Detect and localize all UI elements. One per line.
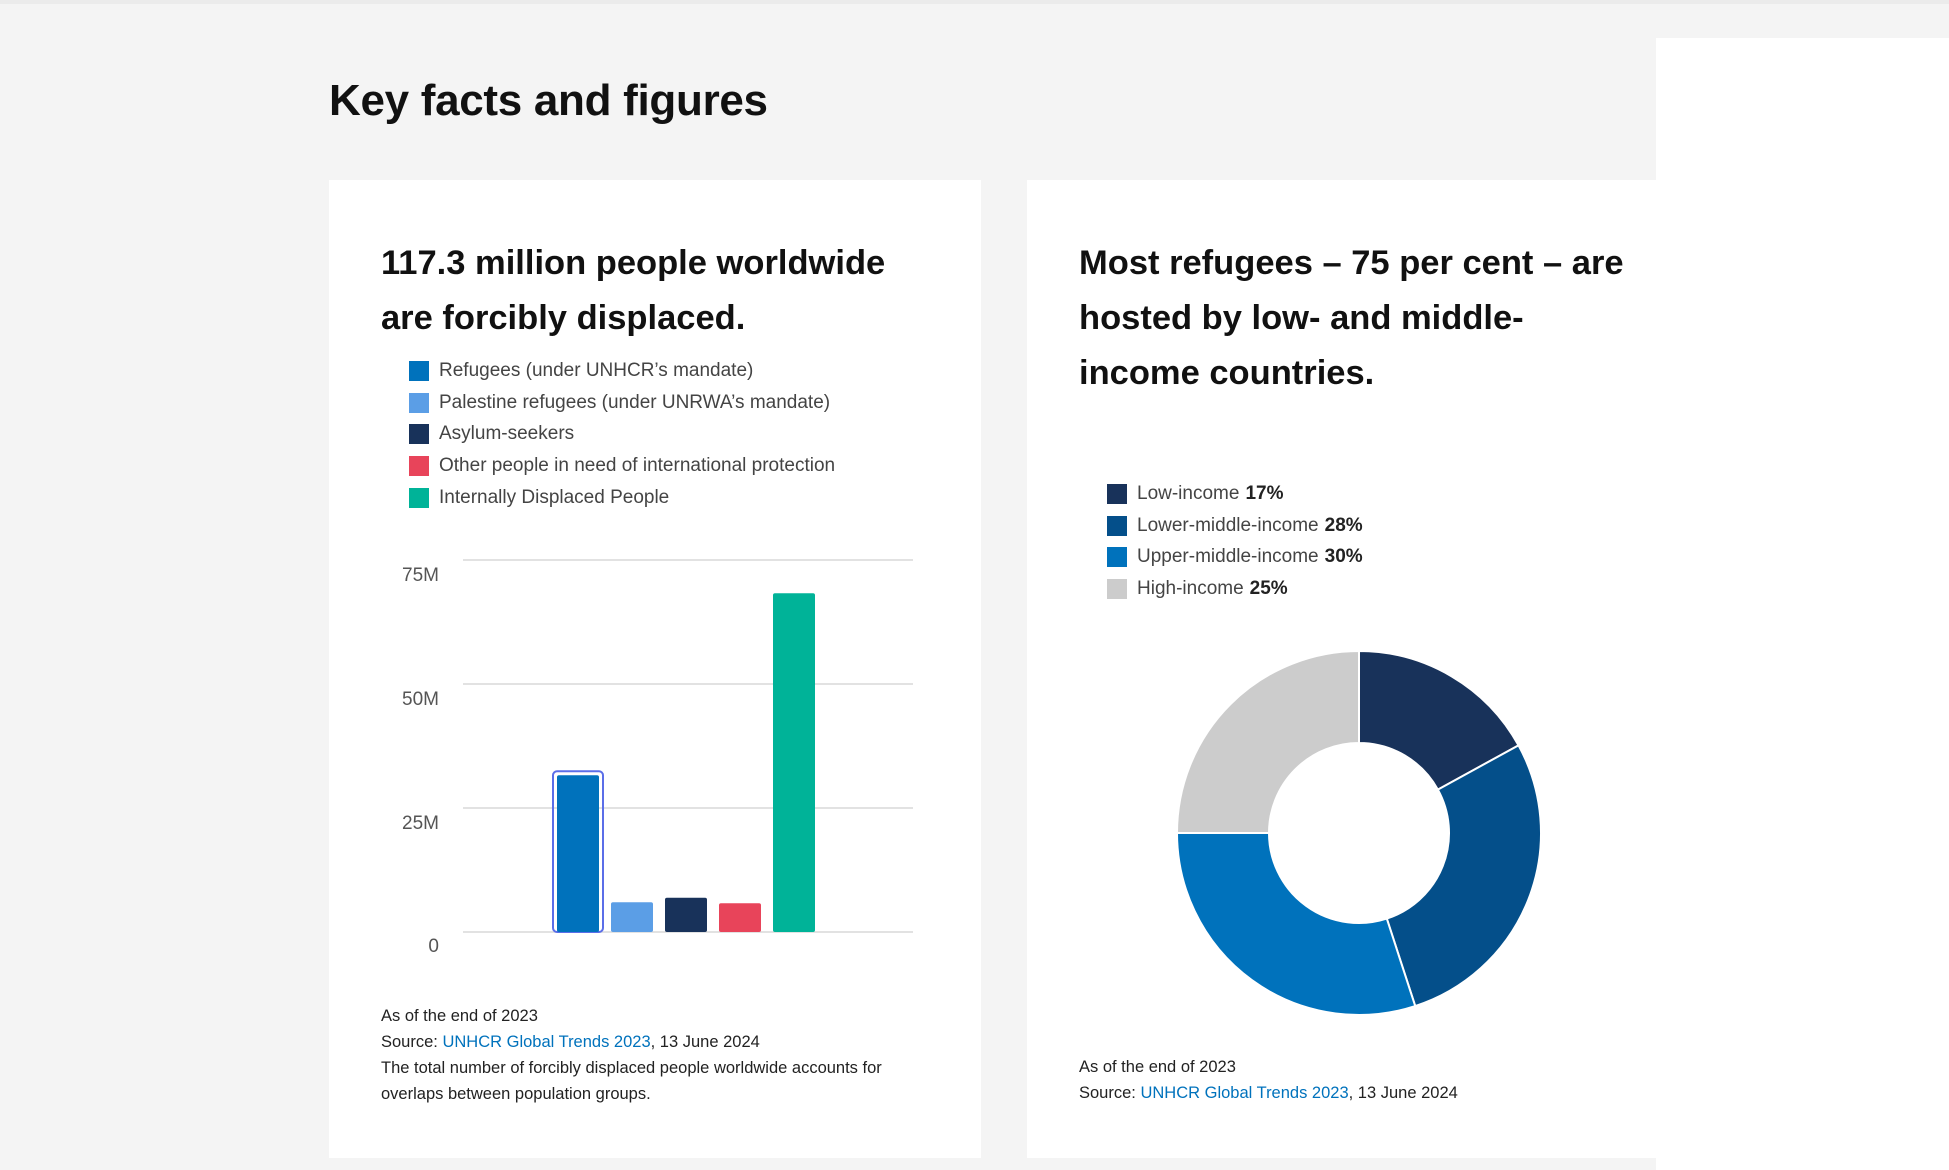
bar-2 xyxy=(611,902,653,932)
donut-slice-upper-middle-income xyxy=(1175,832,1417,1016)
source-link[interactable]: UNHCR Global Trends 2023 xyxy=(1140,1084,1349,1102)
legend-label: Upper-middle-income xyxy=(1137,546,1319,568)
section-title: Key facts and figures xyxy=(329,76,768,125)
legend-swatch xyxy=(1107,578,1127,599)
source-suffix: , 13 June 2024 xyxy=(1348,1084,1458,1102)
legend-pct: 28% xyxy=(1324,514,1363,536)
bar-chart-legend: Refugees (under UNHCR’s mandate) Palesti… xyxy=(409,355,835,513)
top-band xyxy=(0,0,1949,4)
legend-pct: 25% xyxy=(1249,577,1288,599)
legend-item-refugees[interactable]: Refugees (under UNHCR’s mandate) xyxy=(409,355,835,387)
legend-label: Internally Displaced People xyxy=(439,486,670,508)
donut-slice-low-income xyxy=(1358,649,1520,791)
legend-label: Asylum-seekers xyxy=(439,423,575,445)
hosting-notes: As of the end of 2023 Source: UNHCR Glob… xyxy=(1079,1054,1639,1106)
as-of-note: As of the end of 2023 xyxy=(381,1007,538,1025)
legend-item-high-income[interactable]: High-income 25% xyxy=(1107,573,1363,605)
bar-4 xyxy=(719,903,761,932)
footnote: The total number of forcibly displaced p… xyxy=(381,1059,882,1103)
donut-chart xyxy=(1175,649,1542,1016)
source-prefix: Source: xyxy=(381,1033,443,1051)
donut-chart-legend: Low-income 17% Lower-middle-income 28% Upp… xyxy=(1107,478,1363,605)
displacement-notes: As of the end of 2023 Source: UNHCR Glob… xyxy=(381,1003,941,1107)
legend-label: Low-income xyxy=(1137,482,1240,504)
bar-1 xyxy=(557,775,599,932)
y-tick-label: 50M xyxy=(402,689,439,710)
y-tick-label: 75M xyxy=(402,565,439,586)
donut-slice-high-income xyxy=(1175,649,1360,834)
legend-item-idps[interactable]: Internally Displaced People xyxy=(409,482,835,514)
legend-item-upper-middle-income[interactable]: Upper-middle-income 30% xyxy=(1107,541,1363,573)
legend-swatch xyxy=(1107,547,1127,568)
source-prefix: Source: xyxy=(1079,1084,1141,1102)
y-tick-label: 0 xyxy=(428,936,439,957)
legend-swatch xyxy=(1107,483,1127,504)
hosting-card: Most refugees – 75 per cent – are hosted… xyxy=(1027,180,1656,1158)
legend-label: Palestine refugees (under UNRWA’s mandat… xyxy=(439,391,831,413)
as-of-note: As of the end of 2023 xyxy=(1079,1058,1236,1076)
displacement-card: 117.3 million people worldwide are forci… xyxy=(329,180,981,1158)
legend-item-lower-middle-income[interactable]: Lower-middle-income 28% xyxy=(1107,510,1363,542)
legend-item-asylum-seekers[interactable]: Asylum-seekers xyxy=(409,418,835,450)
legend-swatch xyxy=(409,424,429,445)
legend-label: High-income xyxy=(1137,577,1244,599)
legend-swatch xyxy=(409,360,429,381)
legend-label: Lower-middle-income xyxy=(1137,514,1319,536)
bar-5 xyxy=(773,593,815,932)
displacement-heading: 117.3 million people worldwide are forci… xyxy=(381,244,886,337)
bar-chart: 0 25M 50M 75M xyxy=(402,559,913,957)
source-note: Source: UNHCR Global Trends 2023, 13 Jun… xyxy=(1079,1080,1639,1106)
legend-pct: 30% xyxy=(1324,546,1363,568)
legend-swatch xyxy=(409,487,429,508)
legend-swatch xyxy=(1107,515,1127,536)
legend-label: Other people in need of international pr… xyxy=(439,454,836,476)
legend-label: Refugees (under UNHCR’s mandate) xyxy=(439,359,754,381)
source-suffix: , 13 June 2024 xyxy=(650,1033,760,1051)
bar-3 xyxy=(665,897,707,932)
y-tick-label: 25M xyxy=(402,813,439,834)
legend-item-low-income[interactable]: Low-income 17% xyxy=(1107,478,1363,510)
legend-item-palestine-refugees[interactable]: Palestine refugees (under UNRWA’s mandat… xyxy=(409,387,835,419)
legend-swatch xyxy=(409,455,429,476)
donut-slice-lower-middle-income xyxy=(1385,743,1542,1008)
legend-swatch xyxy=(409,392,429,413)
legend-pct: 17% xyxy=(1245,482,1284,504)
source-link[interactable]: UNHCR Global Trends 2023 xyxy=(442,1033,651,1051)
right-panel xyxy=(1656,38,1949,1170)
legend-item-other-protection[interactable]: Other people in need of international pr… xyxy=(409,450,835,482)
source-note: Source: UNHCR Global Trends 2023, 13 Jun… xyxy=(381,1029,941,1055)
hosting-heading: Most refugees – 75 per cent – are hosted… xyxy=(1079,244,1624,392)
